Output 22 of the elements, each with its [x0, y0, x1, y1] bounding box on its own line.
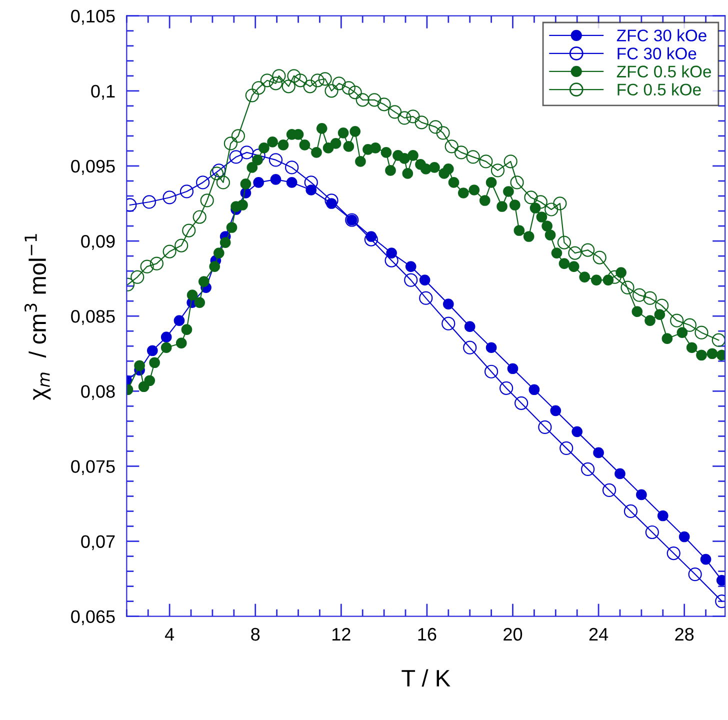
x-tick-label: 28: [675, 628, 694, 641]
legend-label: FC 0.5 kOe: [618, 83, 701, 96]
x-axis-title: T / K: [402, 669, 450, 687]
legend-label: FC 30 kOe: [618, 47, 696, 60]
x-tick-label: 8: [251, 628, 260, 641]
y-axis-title: χ$_{m}$ / cm$^{3}$ mol$^{−1}$: [24, 234, 51, 400]
y-tick-label: 0,105: [71, 10, 115, 25]
x-tick-label: 4: [164, 628, 174, 641]
y-tick-label: 0,1: [91, 84, 115, 100]
y-tick-label: 0,07: [81, 535, 115, 550]
y-tick-label: 0,075: [71, 460, 115, 476]
x-tick-label: 12: [332, 628, 350, 641]
y-tick-label: 0,095: [71, 160, 115, 175]
y-tick-label: 0,09: [81, 234, 115, 250]
legend-label: ZFC 0.5 kOe: [616, 65, 712, 78]
legend-label: ZFC 30 kOe: [616, 29, 706, 42]
y-tick-label: 0,065: [71, 610, 115, 626]
y-tick-label: 0,08: [81, 385, 115, 400]
x-tick-label: 24: [589, 628, 608, 641]
y-tick-label: 0,085: [71, 310, 115, 325]
x-tick-label: 20: [504, 628, 522, 641]
x-tick-label: 16: [418, 628, 436, 641]
